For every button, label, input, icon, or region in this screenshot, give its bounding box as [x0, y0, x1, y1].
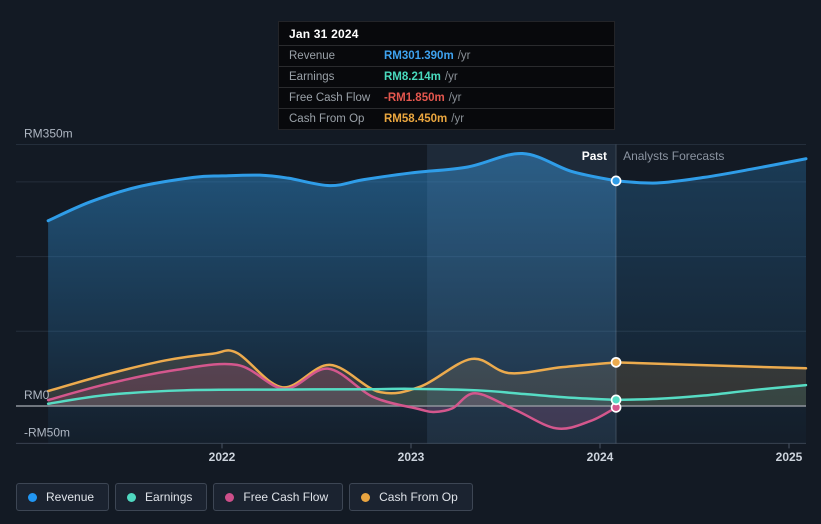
free-cash-flow-area-past	[48, 363, 617, 429]
tooltip-row-label: Earnings	[289, 71, 335, 83]
tooltip-date: Jan 31 2024	[289, 27, 359, 41]
tooltip-row-cash-from-op: Cash From Op RM58.450m/yr	[279, 108, 614, 129]
chart-canvas[interactable]: RM350m RM0 -RM50m 2022 2023 2024 2025 Past Analy…	[0, 0, 821, 478]
chart-tooltip: Jan 31 2024 Revenue RM301.390m/yr Earnings…	[278, 21, 615, 130]
legend-item-earnings[interactable]: Earnings	[115, 483, 208, 511]
legend-label: Cash From Op	[379, 490, 458, 504]
tooltip-row-label: Cash From Op	[289, 113, 365, 125]
y-axis-label--50: -RM50m	[24, 425, 70, 439]
legend-label: Free Cash Flow	[243, 490, 329, 504]
revenue-area-past	[48, 153, 617, 444]
legend-item-free-cash-flow[interactable]: Free Cash Flow	[213, 483, 344, 511]
tooltip-row-unit: /yr	[444, 71, 458, 83]
past-label: Past	[582, 149, 607, 163]
revenue-area-forecast	[616, 158, 807, 444]
chart-legend: Revenue Earnings Free Cash Flow Cash From O…	[16, 483, 473, 511]
earnings-line-forecast	[614, 383, 808, 402]
tooltip-row-value: RM8.214m	[384, 71, 441, 83]
revenue-line-forecast	[614, 157, 808, 185]
legend-item-revenue[interactable]: Revenue	[16, 483, 110, 511]
earnings-line-past	[46, 387, 618, 406]
x-axis-label-2024: 2024	[587, 450, 614, 464]
cash-from-op-line-past	[46, 349, 618, 395]
revenue-line-past	[46, 152, 618, 223]
legend-item-cash-from-op[interactable]: Cash From Op	[349, 483, 473, 511]
free-cash-flow-line-past	[46, 362, 618, 431]
tooltip-row-unit: /yr	[451, 113, 465, 125]
tooltip-row-unit: /yr	[448, 92, 462, 104]
tooltip-row-label: Revenue	[289, 50, 336, 62]
x-axis-label-2022: 2022	[209, 450, 236, 464]
tooltip-row-value: -RM1.850m	[384, 92, 445, 104]
legend-color-dot	[361, 492, 371, 502]
data-point-revenue[interactable]	[610, 175, 622, 187]
legend-color-dot	[225, 492, 235, 502]
tooltip-row-value: RM301.390m	[384, 50, 454, 62]
data-point-earnings[interactable]	[610, 394, 622, 406]
legend-label: Revenue	[46, 490, 95, 504]
x-axis-label-2025: 2025	[776, 450, 803, 464]
tooltip-rows: Revenue RM301.390m/yr Earnings RM8.214m/yr F…	[279, 45, 614, 129]
tooltip-row-value: RM58.450m	[384, 113, 448, 125]
legend-label: Earnings	[145, 490, 193, 504]
cash-from-op-line-forecast	[614, 361, 808, 370]
cash-from-op-area-forecast	[616, 362, 807, 406]
y-axis-label-0: RM0	[24, 388, 50, 402]
data-point-cash-from-op[interactable]	[610, 356, 622, 368]
tooltip-row-free-cash-flow: Free Cash Flow -RM1.850m/yr	[279, 87, 614, 108]
x-axis-label-2023: 2023	[398, 450, 425, 464]
tooltip-row-label: Free Cash Flow	[289, 92, 371, 104]
y-axis-label-350: RM350m	[24, 127, 73, 141]
tooltip-row-earnings: Earnings RM8.214m/yr	[279, 66, 614, 87]
tooltip-row-revenue: Revenue RM301.390m/yr	[279, 45, 614, 66]
legend-color-dot	[28, 492, 37, 502]
tooltip-row-unit: /yr	[457, 50, 471, 62]
legend-color-dot	[127, 492, 137, 502]
analysts-forecasts-label: Analysts Forecasts	[623, 149, 724, 163]
